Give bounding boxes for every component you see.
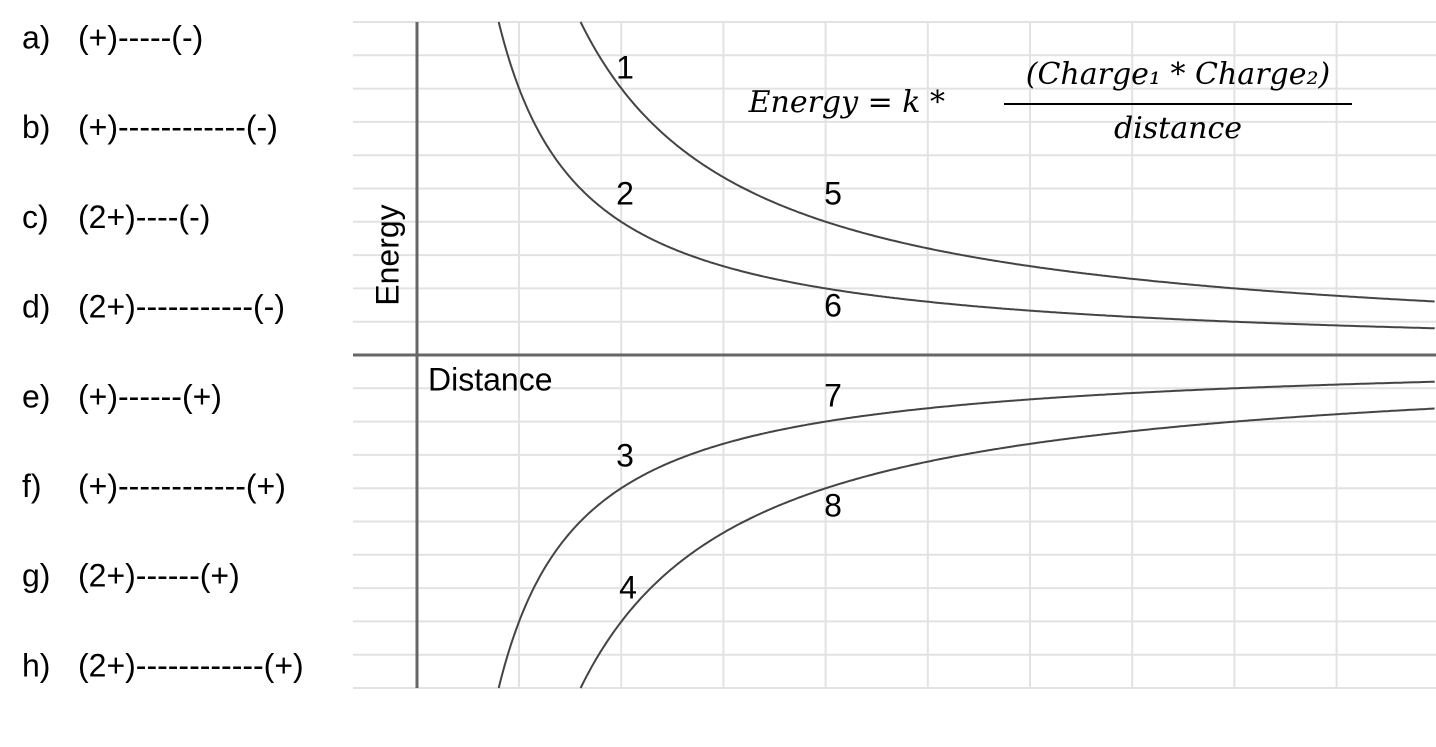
item-text: (2+)-----------(-) bbox=[78, 289, 285, 325]
x-axis-label: Distance bbox=[428, 361, 553, 397]
curves bbox=[497, 21, 1435, 689]
item-letter: e) bbox=[22, 378, 50, 414]
y-axis-label: Energy bbox=[369, 204, 405, 305]
curve bbox=[497, 380, 1435, 689]
grid bbox=[353, 21, 1436, 689]
point-label: 1 bbox=[616, 49, 634, 85]
point-label: 6 bbox=[824, 287, 842, 323]
item-letter: c) bbox=[22, 199, 49, 235]
item-text: (2+)----(-) bbox=[78, 199, 210, 235]
item-letter: d) bbox=[22, 289, 50, 325]
item-letter: a) bbox=[22, 19, 50, 55]
item-letter: f) bbox=[22, 468, 42, 504]
item-text: (+)------(+) bbox=[78, 378, 222, 414]
curve bbox=[579, 407, 1435, 689]
item-letter: b) bbox=[22, 109, 50, 145]
item-text: (2+)------------(+) bbox=[78, 647, 304, 683]
item-list: a) (+)-----(-) b) (+)------------(-) c) (2+)-… bbox=[22, 19, 304, 683]
point-label: 7 bbox=[824, 377, 842, 413]
item-letter: g) bbox=[22, 558, 50, 594]
curve bbox=[579, 21, 1435, 303]
point-label: 2 bbox=[616, 175, 634, 211]
point-label: 5 bbox=[824, 175, 842, 211]
item-text: (2+)------(+) bbox=[78, 558, 240, 594]
formula-lhs: Energy = k * bbox=[748, 85, 945, 120]
point-labels: 1 2 3 4 5 6 7 8 bbox=[616, 49, 842, 605]
formula-denominator: distance bbox=[1114, 111, 1242, 146]
curve bbox=[497, 21, 1435, 330]
item-text: (+)------------(-) bbox=[78, 109, 278, 145]
item-letter: h) bbox=[22, 647, 50, 683]
item-text: (+)-----(-) bbox=[78, 19, 203, 55]
item-text: (+)------------(+) bbox=[78, 468, 286, 504]
point-label: 8 bbox=[824, 487, 842, 523]
point-label: 3 bbox=[616, 437, 634, 473]
point-label: 4 bbox=[619, 569, 637, 605]
formula-numerator: (Charge₁ * Charge₂) bbox=[1026, 57, 1330, 92]
